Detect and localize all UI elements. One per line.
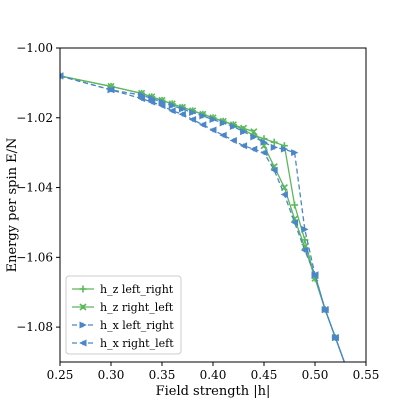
legend-marker: [79, 303, 87, 311]
data-point: [291, 201, 299, 209]
data-point: [270, 138, 278, 146]
data-point: [270, 143, 278, 151]
data-point: [188, 116, 197, 124]
data-point: [240, 128, 248, 136]
legend-entry: h_z left_right: [72, 283, 174, 296]
data-point: [250, 145, 258, 153]
y-tick-label: −1.00: [16, 41, 53, 55]
data-point: [60, 72, 64, 80]
data-point: [158, 102, 166, 110]
series-2: [60, 73, 346, 362]
x-tick-label: 0.55: [353, 368, 380, 382]
legend-marker: [79, 339, 87, 347]
x-tick-label: 0.40: [200, 368, 227, 382]
data-point: [301, 225, 309, 233]
data-point: [189, 109, 197, 117]
x-tick-label: 0.45: [251, 368, 278, 382]
legend-entry: h_x right_left: [72, 337, 174, 350]
data-point: [209, 116, 217, 124]
data-point: [331, 334, 339, 342]
legend-marker: [79, 285, 87, 293]
x-tick-label: 0.30: [98, 368, 125, 382]
legend-marker: [79, 321, 87, 329]
x-axis: 0.25 0.30 0.35 0.40 0.45 0.50 0.55: [47, 362, 380, 382]
data-point: [107, 86, 115, 94]
y-tick-label: −1.02: [16, 111, 53, 125]
x-tick-label: 0.35: [149, 368, 176, 382]
data-point: [321, 306, 329, 314]
series-layer: [60, 72, 350, 362]
legend-label: h_z right_left: [100, 301, 174, 314]
data-point: [148, 98, 156, 106]
data-point: [260, 149, 268, 157]
data-point: [280, 191, 288, 199]
data-point: [168, 102, 176, 110]
data-point: [280, 145, 289, 153]
x-axis-label: Field strength |h|: [156, 384, 271, 399]
data-point: [219, 119, 227, 127]
data-point: [260, 138, 268, 146]
legend-label: h_z left_right: [100, 283, 174, 296]
data-point: [178, 110, 186, 118]
data-point: [219, 131, 227, 139]
data-point: [199, 121, 207, 129]
y-axis: −1.00 −1.02 −1.04 −1.06 −1.08: [16, 41, 60, 334]
data-point: [209, 126, 217, 134]
data-point: [290, 218, 299, 226]
data-point: [291, 149, 299, 157]
legend-label: h_x left_right: [100, 319, 174, 332]
data-point: [270, 166, 278, 174]
y-tick-label: −1.04: [16, 181, 53, 195]
legend-entry: h_x left_right: [72, 319, 174, 332]
legend: h_z left_right h_z right_left h_x left_rig…: [65, 275, 182, 355]
data-point: [250, 128, 258, 136]
y-tick-label: −1.08: [16, 320, 53, 334]
data-point: [301, 246, 309, 254]
legend-label: h_x right_left: [100, 337, 174, 350]
data-point: [178, 105, 187, 113]
data-point: [199, 112, 207, 120]
data-point: [344, 361, 347, 362]
data-point: [229, 123, 238, 130]
legend-box: [65, 275, 182, 355]
y-tick-label: −1.06: [16, 250, 53, 264]
data-point: [342, 361, 343, 362]
data-point: [349, 361, 350, 362]
series-3: [60, 72, 350, 362]
data-point: [229, 136, 237, 144]
x-tick-label: 0.25: [47, 368, 74, 382]
data-point: [239, 142, 248, 150]
legend-entry: h_z right_left: [72, 301, 174, 314]
data-point: [137, 95, 146, 103]
data-point: [311, 271, 319, 279]
x-tick-label: 0.50: [302, 368, 329, 382]
data-point: [250, 133, 258, 141]
data-point: [343, 361, 349, 362]
data-point: [168, 107, 176, 115]
y-axis-label: Energy per spin E/N: [5, 138, 20, 273]
